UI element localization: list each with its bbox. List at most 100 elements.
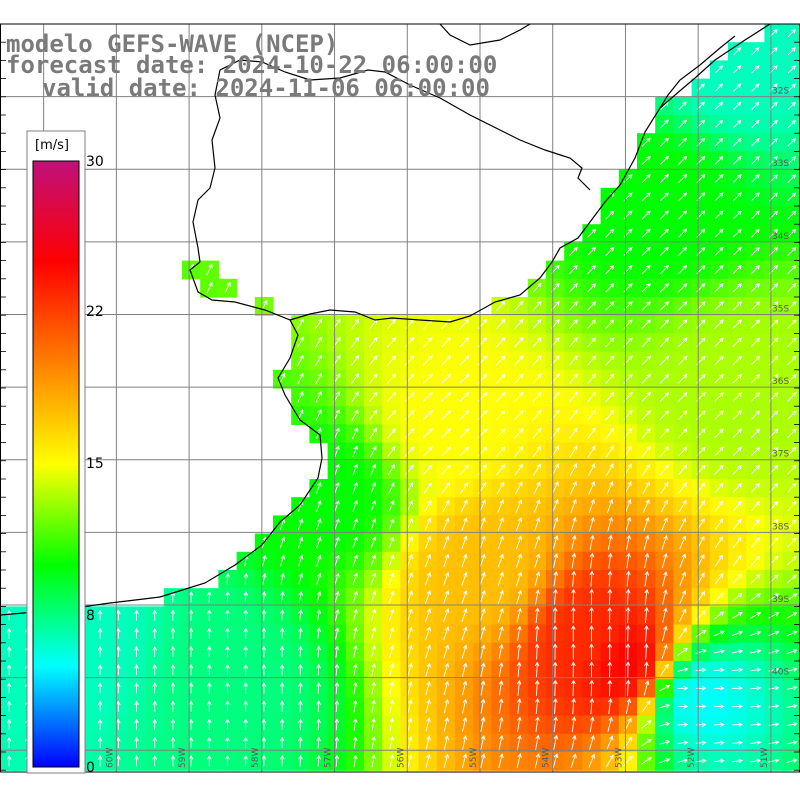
wind-arrow — [678, 228, 688, 238]
wind-arrow — [534, 753, 541, 769]
wind-arrow — [532, 337, 542, 348]
wind-arrow — [407, 644, 413, 659]
wind-arrow — [732, 373, 743, 384]
wind-arrow — [677, 355, 688, 366]
wind-arrow — [406, 553, 413, 568]
wind-arrow — [152, 682, 157, 694]
wind-arrow — [552, 552, 559, 569]
wind-arrow — [461, 680, 468, 696]
wind-arrow — [589, 735, 595, 751]
wind-arrow — [6, 682, 12, 694]
wind-arrow — [386, 409, 397, 421]
colorbar-unit: [m/s] — [35, 138, 69, 153]
wind-arrow — [459, 337, 470, 348]
wind-arrow — [460, 499, 468, 513]
wind-arrow — [170, 591, 176, 603]
wind-arrow — [568, 282, 578, 293]
longitude-label: 55W — [469, 748, 479, 768]
wind-arrow — [388, 554, 395, 567]
wind-arrow — [97, 664, 103, 676]
wind-arrow — [404, 391, 415, 403]
wind-arrow — [443, 644, 450, 659]
wind-arrow — [587, 427, 596, 440]
wind-arrow — [298, 736, 303, 749]
wind-arrow — [535, 716, 540, 733]
wind-arrow — [679, 571, 687, 586]
wind-arrow — [334, 645, 340, 658]
wind-arrow — [677, 704, 689, 709]
wind-arrow — [188, 754, 194, 767]
wind-arrow — [97, 609, 103, 621]
wind-arrow — [316, 590, 322, 603]
wind-arrow — [641, 391, 651, 402]
wind-arrow — [732, 410, 743, 421]
wind-arrow — [443, 735, 450, 750]
wind-arrow — [279, 736, 285, 749]
wind-arrow — [678, 627, 687, 640]
wind-arrow — [587, 355, 597, 366]
wind-arrow — [678, 517, 687, 531]
wind-arrow — [352, 718, 358, 731]
wind-arrow — [316, 627, 322, 640]
colorbar-tick-0: 0 — [86, 760, 95, 776]
wind-arrow — [407, 735, 413, 750]
wind-arrow — [786, 667, 798, 672]
wind-arrow — [677, 373, 688, 384]
wind-arrow — [316, 572, 322, 585]
wind-arrow — [660, 464, 669, 476]
wind-arrow — [659, 228, 669, 238]
wind-arrow — [350, 336, 360, 348]
wind-arrow — [480, 680, 486, 696]
wind-arrow — [516, 698, 522, 714]
longitude-label: 60W — [105, 748, 115, 768]
wind-arrow — [441, 355, 451, 366]
wind-arrow — [369, 427, 377, 439]
wind-arrow — [407, 680, 413, 695]
wind-arrow — [443, 571, 450, 586]
wind-arrow — [587, 337, 597, 348]
wind-arrow — [425, 735, 431, 750]
wind-arrow — [714, 410, 724, 421]
wind-arrow — [644, 661, 649, 678]
wind-arrow — [498, 643, 504, 660]
wind-arrow — [170, 627, 176, 639]
wind-arrow — [479, 590, 486, 604]
wind-arrow — [261, 609, 267, 621]
wind-arrow — [261, 682, 267, 694]
wind-arrow — [477, 446, 488, 457]
wind-arrow — [659, 174, 669, 184]
wind-arrow — [532, 409, 542, 421]
wind-arrow — [787, 482, 797, 493]
wind-arrow — [498, 734, 504, 751]
wind-arrow — [677, 428, 688, 439]
wind-arrow — [714, 319, 724, 329]
wind-arrow — [659, 137, 669, 147]
wind-arrow — [659, 373, 670, 384]
wind-arrow — [786, 555, 797, 566]
wind-arrow — [532, 427, 542, 439]
wind-arrow — [134, 700, 139, 712]
colorbar-tick-30: 30 — [86, 154, 104, 170]
wind-arrow — [587, 264, 597, 275]
wind-arrow — [678, 246, 688, 256]
wind-arrow — [352, 699, 358, 713]
wind-arrow — [424, 517, 432, 531]
wind-arrow — [571, 643, 576, 660]
wind-arrow — [515, 571, 523, 586]
wind-arrow — [641, 301, 651, 311]
wind-arrow — [659, 246, 669, 256]
coastline-plata-north — [289, 23, 771, 323]
wind-arrow — [495, 391, 506, 403]
wind-arrow — [714, 704, 725, 709]
wind-arrow — [587, 409, 596, 421]
wind-arrow — [552, 753, 559, 769]
wind-arrow — [662, 607, 668, 623]
wind-arrow — [480, 662, 486, 678]
wind-arrow — [568, 246, 578, 256]
wind-arrow — [516, 679, 522, 696]
wind-arrow — [787, 410, 797, 421]
wind-arrow — [787, 246, 797, 256]
wind-arrow — [334, 608, 340, 622]
wind-arrow — [787, 47, 796, 56]
wind-arrow — [334, 627, 340, 640]
